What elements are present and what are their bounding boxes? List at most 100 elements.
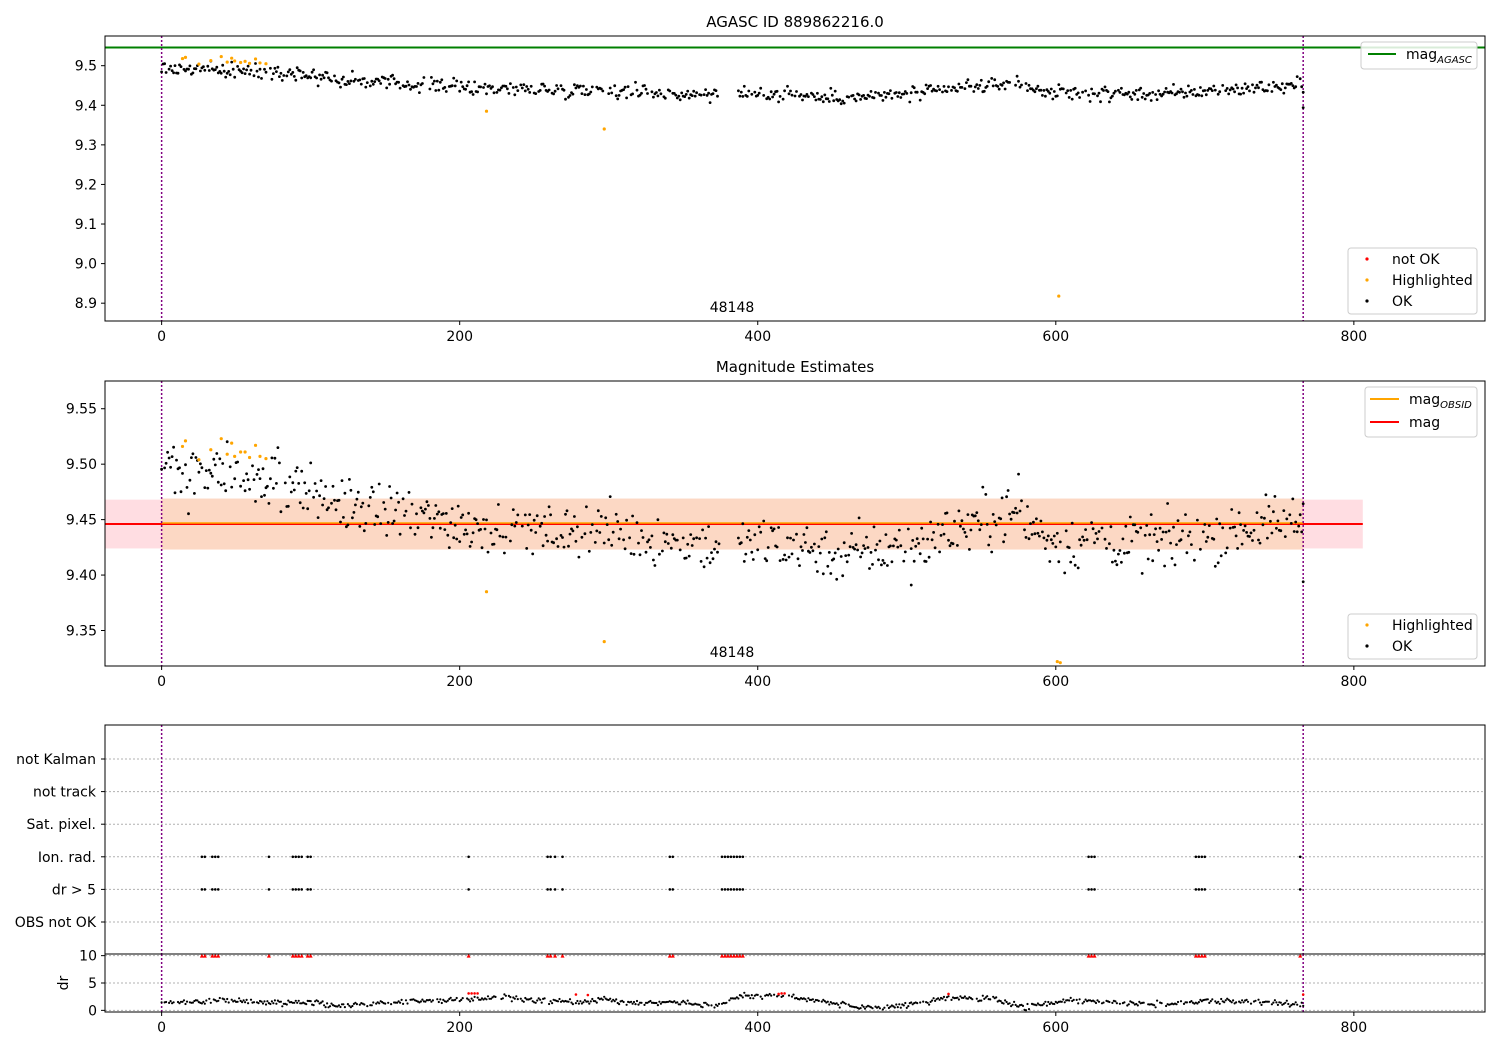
ok-point [610, 91, 614, 95]
dr-point [442, 998, 445, 1002]
ok-point [322, 497, 326, 500]
ok-point [538, 524, 542, 528]
ok-point [1294, 520, 1298, 524]
dr-point [893, 1006, 896, 1009]
dr-point [583, 999, 587, 1002]
ok-point [842, 101, 846, 105]
dr-point [430, 1000, 433, 1003]
ok-point [868, 94, 871, 98]
ok-point [698, 537, 701, 540]
highlighted-point [219, 54, 223, 59]
dr-point [1232, 999, 1235, 1002]
dr-point [683, 1001, 686, 1004]
ok-point [583, 93, 587, 96]
ok-point [516, 513, 520, 517]
highlighted-point [225, 60, 229, 64]
ok-point [1199, 86, 1202, 89]
dr-point [485, 998, 488, 1001]
ok-point [1046, 534, 1050, 538]
dr-point [1042, 1002, 1045, 1005]
ok-point [638, 553, 642, 557]
dr-point [510, 1000, 513, 1003]
ok-point [650, 534, 654, 538]
dr-point [820, 1000, 823, 1003]
dr-point [1138, 1000, 1141, 1004]
ok-point [1099, 100, 1102, 104]
dr-point [919, 1001, 922, 1004]
dr-point [439, 998, 442, 1001]
dr-point [643, 1003, 646, 1007]
ok-point [540, 521, 544, 525]
ok-point [1112, 91, 1116, 95]
ok-point [1175, 543, 1178, 546]
dr-point [635, 999, 639, 1003]
ok-point [325, 71, 329, 75]
ok-point [441, 512, 445, 515]
ok-point [413, 532, 417, 536]
ok-point [847, 95, 851, 99]
ok-point [1212, 537, 1216, 541]
ok-point [1087, 93, 1090, 97]
ok-point [1242, 91, 1245, 95]
ok-point [807, 95, 810, 98]
ok-point [756, 94, 760, 97]
ok-point [1139, 86, 1143, 90]
dr-point [446, 999, 449, 1002]
ok-point [163, 466, 167, 470]
dr-highlighted-point [783, 992, 786, 995]
y-tick-label: 9.1 [75, 217, 97, 233]
ok-point [853, 547, 856, 551]
ok-point [438, 80, 442, 84]
ok-point [1280, 82, 1284, 86]
ok-point [1218, 522, 1222, 526]
ok-point [810, 545, 813, 549]
dr-point [242, 999, 245, 1002]
dr-point [1094, 1001, 1098, 1005]
dr-point [679, 1003, 682, 1006]
ok-point [288, 475, 292, 479]
dr-above-limit-marker [290, 953, 295, 958]
ok-point [534, 92, 538, 95]
ok-point [589, 531, 593, 534]
dr-point [440, 1001, 443, 1005]
ok-point [175, 458, 178, 462]
ok-point [170, 455, 174, 458]
ok-point [662, 531, 666, 535]
ok-point [1090, 87, 1093, 91]
ok-point [382, 501, 386, 504]
ok-point [1204, 93, 1208, 97]
ok-point [792, 538, 795, 542]
ok-point [444, 512, 448, 515]
ok-point [556, 545, 560, 548]
ok-point [1219, 554, 1223, 558]
ok-point [933, 546, 937, 550]
ok-point [1206, 535, 1210, 539]
ok-point [918, 98, 922, 102]
dr-point [984, 996, 987, 999]
ok-point [455, 79, 459, 83]
ok-point [453, 523, 457, 527]
dr-point [1153, 1004, 1156, 1007]
ok-point [1041, 94, 1044, 97]
ok-point [1000, 496, 1004, 500]
ok-point [430, 535, 433, 539]
ok-point [1203, 89, 1207, 92]
ok-point [953, 86, 956, 90]
ok-point [459, 516, 463, 519]
panel-title: Magnitude Estimates [716, 358, 874, 376]
ok-point [1103, 537, 1107, 541]
ok-point [224, 489, 228, 493]
flag-point [729, 855, 733, 859]
dr-point [1014, 1003, 1017, 1007]
ok-point [1127, 90, 1131, 94]
ok-point [1076, 91, 1080, 95]
dr-point [355, 1003, 358, 1006]
ok-point [1130, 539, 1134, 543]
ok-point [860, 551, 864, 555]
ok-point [236, 65, 240, 68]
ok-point [471, 531, 475, 535]
dr-point [905, 1006, 908, 1010]
ok-point [1301, 502, 1305, 506]
ok-point [370, 79, 374, 83]
dr-point [1235, 1001, 1238, 1004]
